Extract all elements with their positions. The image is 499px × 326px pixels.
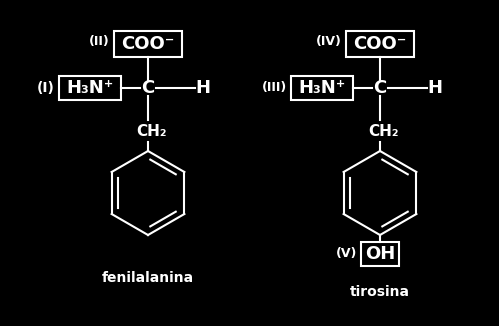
- Text: tirosina: tirosina: [350, 285, 410, 299]
- Text: (IV): (IV): [316, 35, 342, 48]
- Text: C: C: [373, 79, 387, 97]
- Text: (II): (II): [89, 35, 110, 48]
- Bar: [346, 31, 414, 57]
- Text: H: H: [428, 79, 443, 97]
- Bar: [291, 76, 353, 100]
- Text: H₃N⁺: H₃N⁺: [298, 79, 346, 97]
- Text: (I): (I): [37, 81, 55, 95]
- Text: (III): (III): [262, 82, 287, 95]
- Text: COO⁻: COO⁻: [353, 35, 407, 53]
- Text: C: C: [141, 79, 155, 97]
- Text: CH₂: CH₂: [137, 124, 167, 139]
- Text: OH: OH: [365, 245, 395, 263]
- Text: fenilalanina: fenilalanina: [102, 271, 194, 285]
- Text: H₃N⁺: H₃N⁺: [66, 79, 114, 97]
- Bar: [361, 242, 399, 266]
- Text: COO⁻: COO⁻: [121, 35, 175, 53]
- Bar: [59, 76, 121, 100]
- Text: (V): (V): [336, 247, 357, 260]
- Bar: [114, 31, 182, 57]
- Text: H: H: [196, 79, 211, 97]
- Text: CH₂: CH₂: [369, 124, 399, 139]
